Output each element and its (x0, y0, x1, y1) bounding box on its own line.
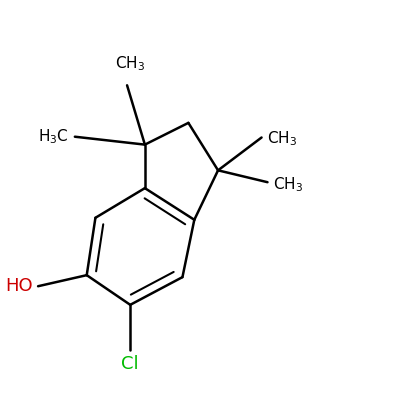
Text: HO: HO (5, 277, 33, 295)
Text: H$_3$C: H$_3$C (38, 127, 68, 146)
Text: Cl: Cl (122, 355, 139, 373)
Text: CH$_3$: CH$_3$ (274, 176, 304, 194)
Text: CH$_3$: CH$_3$ (268, 129, 298, 148)
Text: CH$_3$: CH$_3$ (115, 55, 145, 74)
